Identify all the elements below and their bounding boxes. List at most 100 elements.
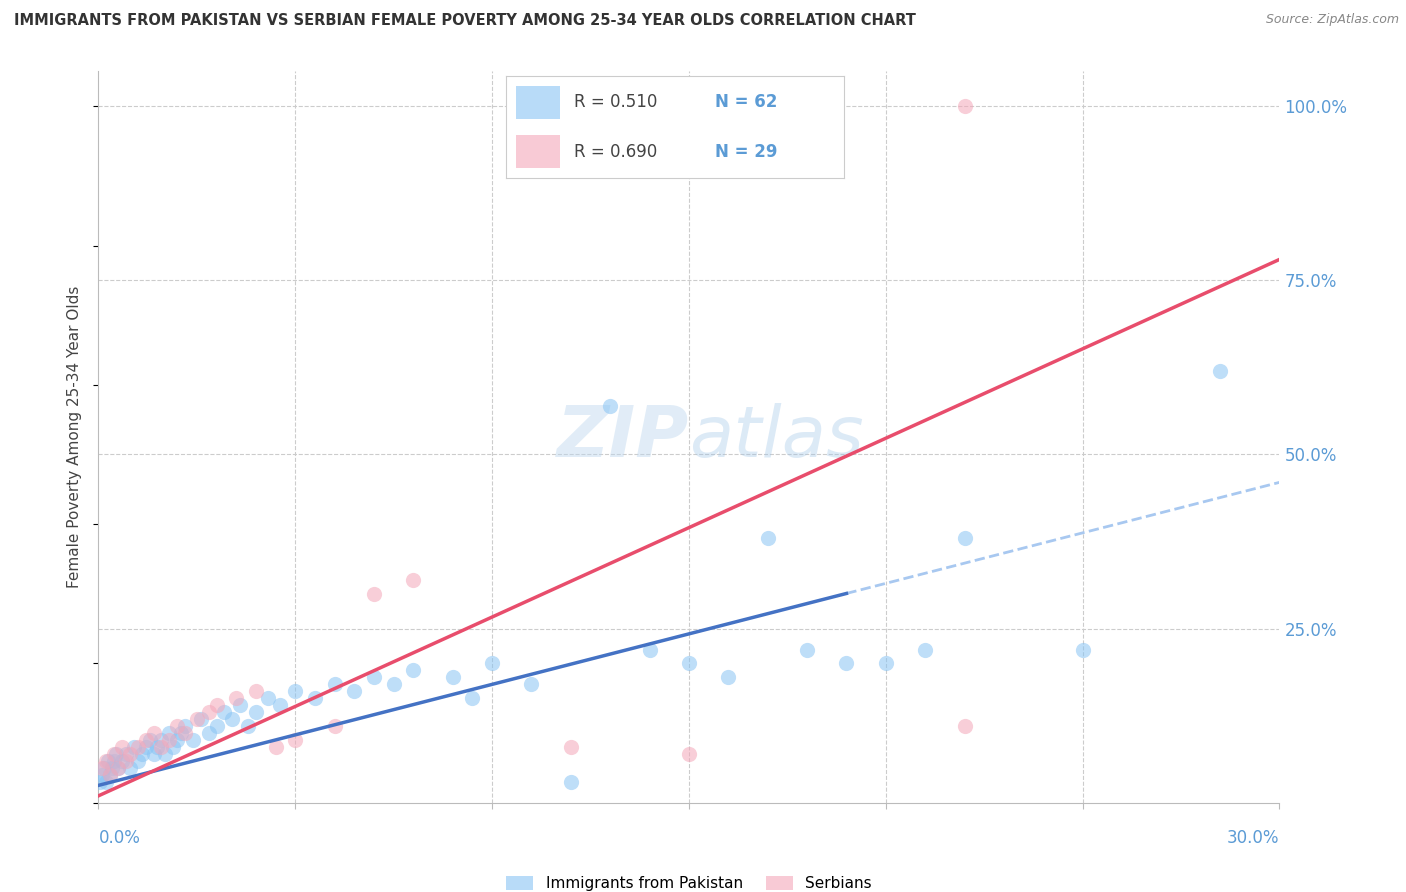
Text: IMMIGRANTS FROM PAKISTAN VS SERBIAN FEMALE POVERTY AMONG 25-34 YEAR OLDS CORRELA: IMMIGRANTS FROM PAKISTAN VS SERBIAN FEMA…: [14, 13, 915, 29]
Point: [146, 740, 169, 755]
Point: [107, 761, 129, 775]
Point: [214, 705, 236, 719]
Point: [284, 684, 307, 698]
Point: [953, 99, 976, 113]
Point: [225, 691, 247, 706]
Point: [122, 740, 145, 755]
Point: [914, 642, 936, 657]
Text: atlas: atlas: [689, 402, 863, 472]
Text: ZIP: ZIP: [557, 402, 689, 472]
Point: [323, 677, 346, 691]
Point: [402, 573, 425, 587]
Point: [205, 698, 228, 713]
Point: [96, 775, 118, 789]
Point: [170, 726, 193, 740]
Bar: [516, 136, 560, 168]
Point: [118, 747, 141, 761]
Point: [796, 642, 818, 657]
Point: [186, 712, 208, 726]
Point: [197, 705, 219, 719]
Point: [111, 754, 134, 768]
Point: [96, 754, 118, 768]
Point: [229, 698, 252, 713]
Point: [166, 719, 188, 733]
Point: [150, 740, 173, 755]
Point: [138, 733, 160, 747]
Text: 0.0%: 0.0%: [98, 829, 141, 847]
Point: [638, 642, 661, 657]
Point: [875, 657, 897, 671]
Point: [97, 754, 120, 768]
Text: N = 29: N = 29: [716, 143, 778, 161]
Point: [135, 740, 157, 755]
Point: [181, 733, 204, 747]
Point: [221, 712, 243, 726]
Point: [150, 733, 173, 747]
Point: [835, 657, 858, 671]
Point: [678, 657, 700, 671]
Point: [174, 719, 197, 733]
Point: [441, 670, 464, 684]
Point: [953, 531, 976, 545]
Legend: Immigrants from Pakistan, Serbians: Immigrants from Pakistan, Serbians: [499, 871, 879, 892]
Point: [118, 761, 141, 775]
Point: [363, 670, 385, 684]
Point: [107, 761, 129, 775]
Point: [481, 657, 503, 671]
Point: [1209, 364, 1232, 378]
Point: [98, 768, 121, 782]
Point: [190, 712, 212, 726]
Point: [269, 698, 291, 713]
Point: [756, 531, 779, 545]
Point: [135, 733, 157, 747]
Point: [115, 754, 138, 768]
Point: [91, 768, 114, 782]
Point: [323, 719, 346, 733]
Point: [105, 747, 128, 761]
Point: [142, 747, 165, 761]
Point: [157, 733, 180, 747]
Point: [402, 664, 425, 678]
Text: Source: ZipAtlas.com: Source: ZipAtlas.com: [1265, 13, 1399, 27]
Point: [304, 691, 326, 706]
Point: [166, 733, 188, 747]
Point: [560, 740, 582, 755]
Point: [520, 677, 543, 691]
Point: [560, 775, 582, 789]
Point: [155, 747, 177, 761]
Point: [91, 761, 114, 775]
Point: [174, 726, 197, 740]
Point: [205, 719, 228, 733]
Point: [343, 684, 366, 698]
Point: [245, 705, 267, 719]
Y-axis label: Female Poverty Among 25-34 Year Olds: Female Poverty Among 25-34 Year Olds: [67, 286, 83, 588]
Point: [953, 719, 976, 733]
Text: N = 62: N = 62: [716, 94, 778, 112]
Point: [461, 691, 484, 706]
Point: [127, 754, 149, 768]
Point: [162, 740, 184, 755]
Point: [717, 670, 740, 684]
Point: [363, 587, 385, 601]
Point: [197, 726, 219, 740]
Point: [245, 684, 267, 698]
Point: [98, 768, 121, 782]
Point: [131, 747, 153, 761]
Point: [382, 677, 405, 691]
Point: [93, 761, 115, 775]
Bar: [516, 87, 560, 119]
Text: R = 0.690: R = 0.690: [574, 143, 657, 161]
Text: 30.0%: 30.0%: [1227, 829, 1279, 847]
Point: [111, 740, 134, 755]
Point: [127, 740, 149, 755]
Point: [103, 754, 125, 768]
Point: [115, 747, 138, 761]
Point: [142, 726, 165, 740]
Point: [256, 691, 278, 706]
Point: [89, 775, 111, 789]
Text: R = 0.510: R = 0.510: [574, 94, 657, 112]
Point: [103, 747, 125, 761]
Point: [157, 726, 180, 740]
Point: [678, 747, 700, 761]
Point: [1071, 642, 1094, 657]
